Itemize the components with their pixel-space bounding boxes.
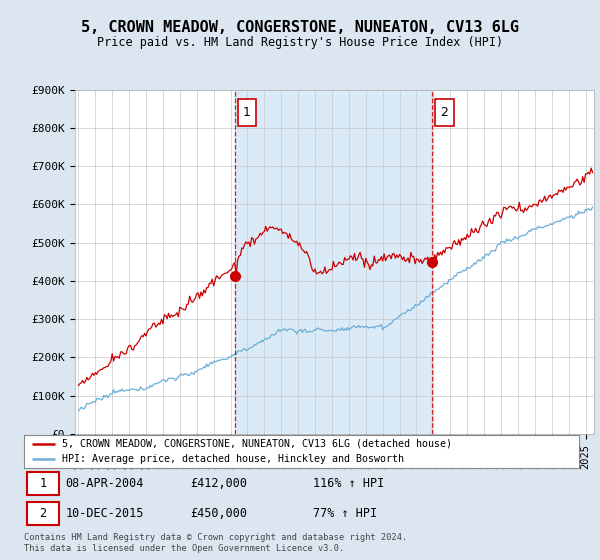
Text: Contains HM Land Registry data © Crown copyright and database right 2024.
This d: Contains HM Land Registry data © Crown c… — [24, 533, 407, 553]
Text: £450,000: £450,000 — [191, 507, 248, 520]
Text: HPI: Average price, detached house, Hinckley and Bosworth: HPI: Average price, detached house, Hinc… — [62, 454, 404, 464]
Text: 2: 2 — [40, 507, 46, 520]
FancyBboxPatch shape — [435, 99, 454, 126]
Bar — [235, 90, 433, 434]
Text: 08-APR-2004: 08-APR-2004 — [65, 477, 144, 490]
Text: Price paid vs. HM Land Registry's House Price Index (HPI): Price paid vs. HM Land Registry's House … — [97, 36, 503, 49]
Text: 1: 1 — [40, 477, 46, 490]
Text: 5, CROWN MEADOW, CONGERSTONE, NUNEATON, CV13 6LG (detached house): 5, CROWN MEADOW, CONGERSTONE, NUNEATON, … — [62, 438, 452, 449]
Text: 10-DEC-2015: 10-DEC-2015 — [65, 507, 144, 520]
Text: £412,000: £412,000 — [191, 477, 248, 490]
Text: 5, CROWN MEADOW, CONGERSTONE, NUNEATON, CV13 6LG: 5, CROWN MEADOW, CONGERSTONE, NUNEATON, … — [81, 20, 519, 35]
Text: 77% ↑ HPI: 77% ↑ HPI — [313, 507, 377, 520]
FancyBboxPatch shape — [238, 99, 256, 126]
Text: 116% ↑ HPI: 116% ↑ HPI — [313, 477, 384, 490]
Text: 2: 2 — [440, 106, 448, 119]
FancyBboxPatch shape — [27, 502, 59, 525]
FancyBboxPatch shape — [27, 472, 59, 495]
Text: 1: 1 — [243, 106, 251, 119]
